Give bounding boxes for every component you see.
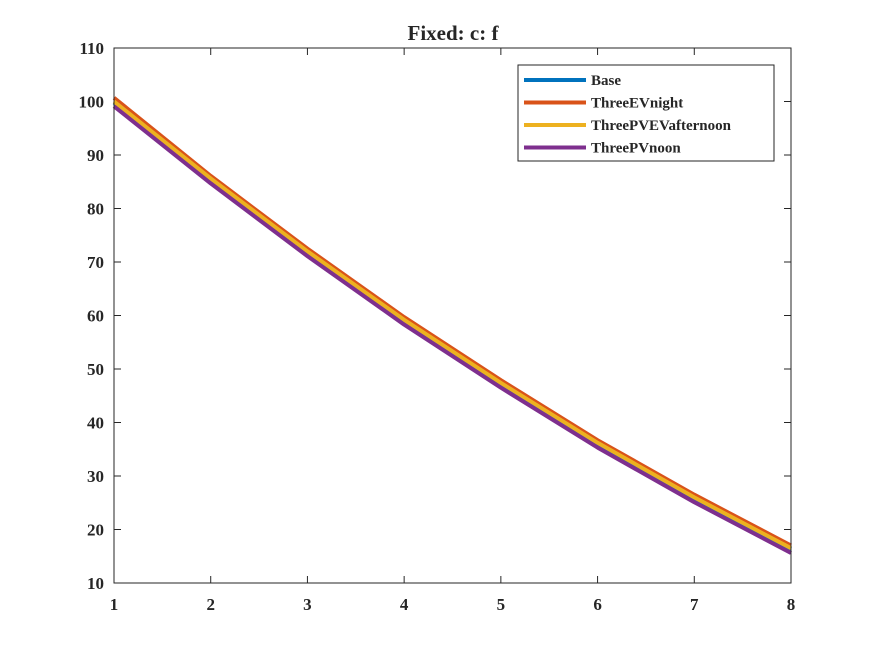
- y-tick-label: 70: [87, 253, 104, 272]
- x-tick-label: 7: [690, 595, 699, 614]
- plot-series: [112, 96, 792, 555]
- series-line-threeevnight: [112, 96, 792, 548]
- y-tick-label: 60: [87, 307, 104, 326]
- y-tick-label: 30: [87, 467, 104, 486]
- legend-label: ThreeEVnight: [591, 96, 683, 112]
- plot-area-frame: [113, 47, 792, 584]
- y-tick-label: 10: [87, 574, 104, 593]
- x-tick-label: 2: [206, 595, 215, 614]
- y-tick-label: 20: [87, 521, 104, 540]
- y-tick-label: 80: [87, 200, 104, 219]
- chart-title: Fixed: c: f: [408, 21, 500, 45]
- y-tick-label: 50: [87, 360, 104, 379]
- x-tick-label: 6: [593, 595, 602, 614]
- x-tick-label: 5: [497, 595, 506, 614]
- series-line-threepvevafternoon: [112, 99, 792, 550]
- y-tick-label: 110: [79, 39, 104, 58]
- x-tick-label: 1: [110, 595, 119, 614]
- y-tick-label: 40: [87, 414, 104, 433]
- y-tick-label: 100: [79, 93, 105, 112]
- legend-label: ThreePVEVafternoon: [591, 118, 732, 134]
- x-tick-label: 3: [303, 595, 312, 614]
- x-tick-label: 8: [787, 595, 796, 614]
- series-line-threepvnoon: [112, 104, 792, 555]
- legend-label: Base: [591, 73, 621, 89]
- x-tick-label: 4: [400, 595, 409, 614]
- legend: Base ThreeEVnight ThreePVEVafternoon ThreeP…: [517, 64, 775, 162]
- y-tick-label: 90: [87, 146, 104, 165]
- legend-label: ThreePVnoon: [591, 141, 681, 157]
